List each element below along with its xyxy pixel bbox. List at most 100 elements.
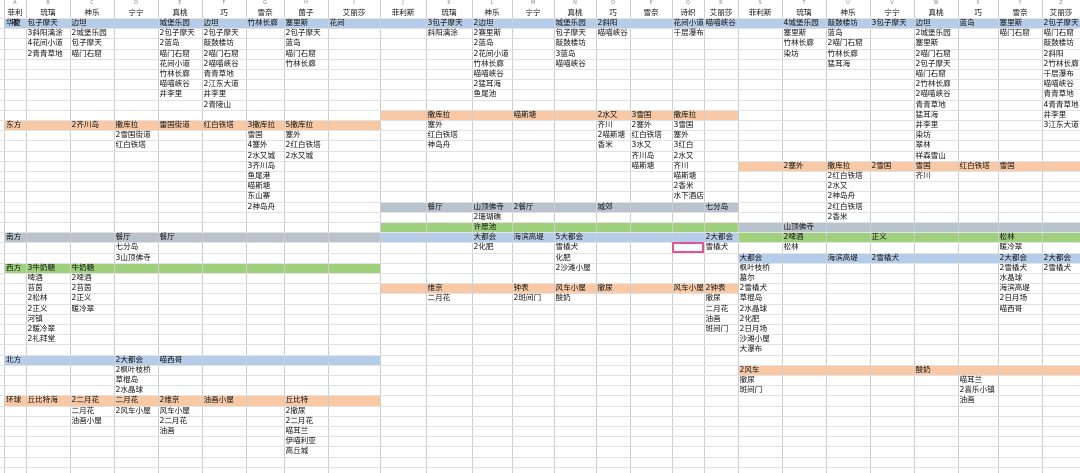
- grid-cell[interactable]: 2蓝岛: [473, 38, 494, 48]
- grid-cell[interactable]: 斜阳漓涂: [427, 28, 458, 38]
- grid-cell[interactable]: 5大都会: [555, 232, 584, 242]
- column-letter[interactable]: Z: [1059, 0, 1063, 6]
- grid-cell[interactable]: 城堡乐园: [159, 18, 190, 27]
- region-label[interactable]: 东方: [6, 120, 22, 129]
- grid-cell[interactable]: 边坦: [71, 18, 87, 27]
- grid-cell[interactable]: 维京: [427, 283, 443, 293]
- grid-cell[interactable]: 2红白铁塔: [285, 140, 321, 150]
- header-cell[interactable]: 雪奈: [1012, 8, 1028, 17]
- grid-cell[interactable]: 井李里: [1043, 109, 1067, 119]
- grid-cell[interactable]: 草棍岛: [739, 293, 763, 303]
- grid-cell[interactable]: 山顶佛寺: [783, 222, 814, 231]
- grid-cell[interactable]: 2城堡乐园: [71, 28, 107, 38]
- grid-cell[interactable]: 2喵喵峡谷: [203, 58, 239, 68]
- grid-cell[interactable]: 2红白铁塔: [827, 201, 863, 211]
- grid-cell[interactable]: 竹林长廊: [159, 69, 190, 78]
- column-letter[interactable]: B: [46, 0, 50, 6]
- column-letter[interactable]: W: [933, 0, 939, 6]
- column-letter[interactable]: S: [758, 0, 762, 6]
- grid-cell[interactable]: 河镇: [27, 313, 43, 323]
- grid-cell[interactable]: 暖冷翠: [71, 303, 95, 313]
- grid-cell[interactable]: 2竹林长廊: [915, 79, 951, 89]
- grid-cell[interactable]: 沙滩小屋: [739, 334, 770, 344]
- grid-cell[interactable]: 撤尿: [739, 375, 755, 384]
- grid-cell[interactable]: 墓尔: [739, 273, 755, 282]
- grid-cell[interactable]: 2香米: [673, 181, 694, 191]
- header-cell[interactable]: 真桃: [172, 8, 188, 17]
- grid-cell[interactable]: 竹林长廊: [783, 38, 814, 48]
- grid-cell[interactable]: 城堡乐园: [555, 18, 586, 27]
- grid-cell[interactable]: 染坊: [915, 130, 931, 140]
- grid-cell[interactable]: 撒库拉: [827, 160, 851, 170]
- grid-cell[interactable]: 3齐川岛: [247, 160, 276, 170]
- column-letter[interactable]: H: [304, 0, 308, 6]
- grid-cell[interactable]: 2化肥: [473, 242, 494, 252]
- grid-cell[interactable]: 喵门石窟: [915, 69, 946, 78]
- grid-cell[interactable]: 塞外: [673, 130, 689, 140]
- grid-cell[interactable]: 喵门石窟: [71, 48, 102, 58]
- grid-cell[interactable]: 猛耳海: [915, 109, 939, 119]
- grid-cell[interactable]: 花间小道: [673, 18, 704, 27]
- grid-cell[interactable]: 雪橇犬: [555, 242, 579, 252]
- grid-cell[interactable]: 2包子摩天: [203, 28, 239, 38]
- grid-cell[interactable]: 撒库拉: [427, 109, 451, 119]
- region-label[interactable]: 北方: [6, 354, 22, 364]
- grid-cell[interactable]: 敲鼓楼坊: [203, 38, 234, 48]
- grid-cell[interactable]: 高丘城: [285, 446, 309, 456]
- grid-cell[interactable]: 2斜阳: [597, 18, 618, 27]
- header-cell[interactable]: 真桃: [567, 8, 583, 17]
- grid-cell[interactable]: 喵喵峡谷: [159, 79, 190, 89]
- grid-cell[interactable]: 喵门石窟: [285, 48, 316, 58]
- grid-cell[interactable]: 喵门石窟: [1043, 28, 1074, 38]
- header-cell[interactable]: 神乐: [84, 8, 100, 17]
- grid-cell[interactable]: 2水又: [673, 150, 694, 160]
- grid-cell[interactable]: 喵斯塘: [673, 171, 697, 180]
- column-letter[interactable]: N: [573, 0, 577, 6]
- grid-cell[interactable]: 海滨高堤: [513, 232, 544, 242]
- grid-cell[interactable]: 雪国: [247, 130, 263, 140]
- grid-cell[interactable]: 包子摩天: [27, 18, 58, 27]
- grid-cell[interactable]: 钟表: [513, 283, 529, 293]
- grid-cell[interactable]: 祥森雪山: [915, 150, 946, 160]
- grid-cell[interactable]: 2维京: [159, 395, 180, 405]
- grid-cell[interactable]: 花间: [329, 18, 345, 27]
- grid-cell[interactable]: 草棍岛: [115, 375, 139, 384]
- grid-cell[interactable]: 喵门石窟: [999, 28, 1030, 38]
- header-cell[interactable]: 宁宁: [884, 8, 900, 17]
- grid-cell[interactable]: 井李里: [203, 89, 227, 99]
- grid-cell[interactable]: 红白铁塔: [115, 140, 146, 150]
- grid-cell[interactable]: 2喵喵峡谷: [915, 89, 951, 99]
- grid-cell[interactable]: 2蓝岛: [159, 38, 180, 48]
- grid-cell[interactable]: 许愿池: [473, 222, 497, 231]
- grid-cell[interactable]: 红白铁塔: [959, 160, 990, 170]
- header-cell[interactable]: 宁宁: [525, 8, 541, 17]
- grid-cell[interactable]: 喵喵峡谷: [1043, 79, 1074, 89]
- grid-cell[interactable]: 3撒库拉: [247, 120, 276, 129]
- header-cell[interactable]: 菲利斯: [7, 8, 23, 27]
- grid-cell[interactable]: 东山寨: [247, 191, 271, 201]
- header-cell[interactable]: 巧: [609, 8, 617, 17]
- grid-cell[interactable]: 齐川: [915, 171, 931, 180]
- grid-cell[interactable]: 喵喵峡谷: [473, 69, 504, 78]
- column-letter[interactable]: X: [976, 0, 980, 6]
- column-letter[interactable]: C: [90, 0, 94, 6]
- grid-cell[interactable]: 化肥: [555, 252, 571, 262]
- grid-cell[interactable]: 香米: [597, 140, 613, 150]
- header-cell[interactable]: 雪奈: [257, 8, 273, 17]
- grid-cell[interactable]: 3水又: [631, 140, 652, 150]
- selected-cell[interactable]: [672, 242, 704, 253]
- grid-cell[interactable]: 3雪国: [673, 120, 694, 129]
- grid-cell[interactable]: 伊喵利亚: [285, 436, 316, 446]
- grid-cell[interactable]: 2大都会: [115, 354, 144, 364]
- grid-cell[interactable]: 青青草地: [1043, 89, 1074, 99]
- header-cell[interactable]: 菌子: [298, 8, 314, 17]
- column-letter[interactable]: I: [353, 0, 355, 6]
- grid-cell[interactable]: 2化肥: [739, 313, 760, 323]
- grid-cell[interactable]: 七分岛: [705, 201, 729, 211]
- grid-cell[interactable]: 撤尿: [597, 283, 613, 293]
- grid-cell[interactable]: 4城堡乐园: [783, 18, 819, 27]
- grid-cell[interactable]: 2水又: [597, 109, 618, 119]
- grid-cell[interactable]: 千层瀑布: [1043, 69, 1074, 78]
- grid-cell[interactable]: 斑间门: [705, 324, 729, 333]
- header-cell[interactable]: 艾丽莎: [1049, 8, 1073, 17]
